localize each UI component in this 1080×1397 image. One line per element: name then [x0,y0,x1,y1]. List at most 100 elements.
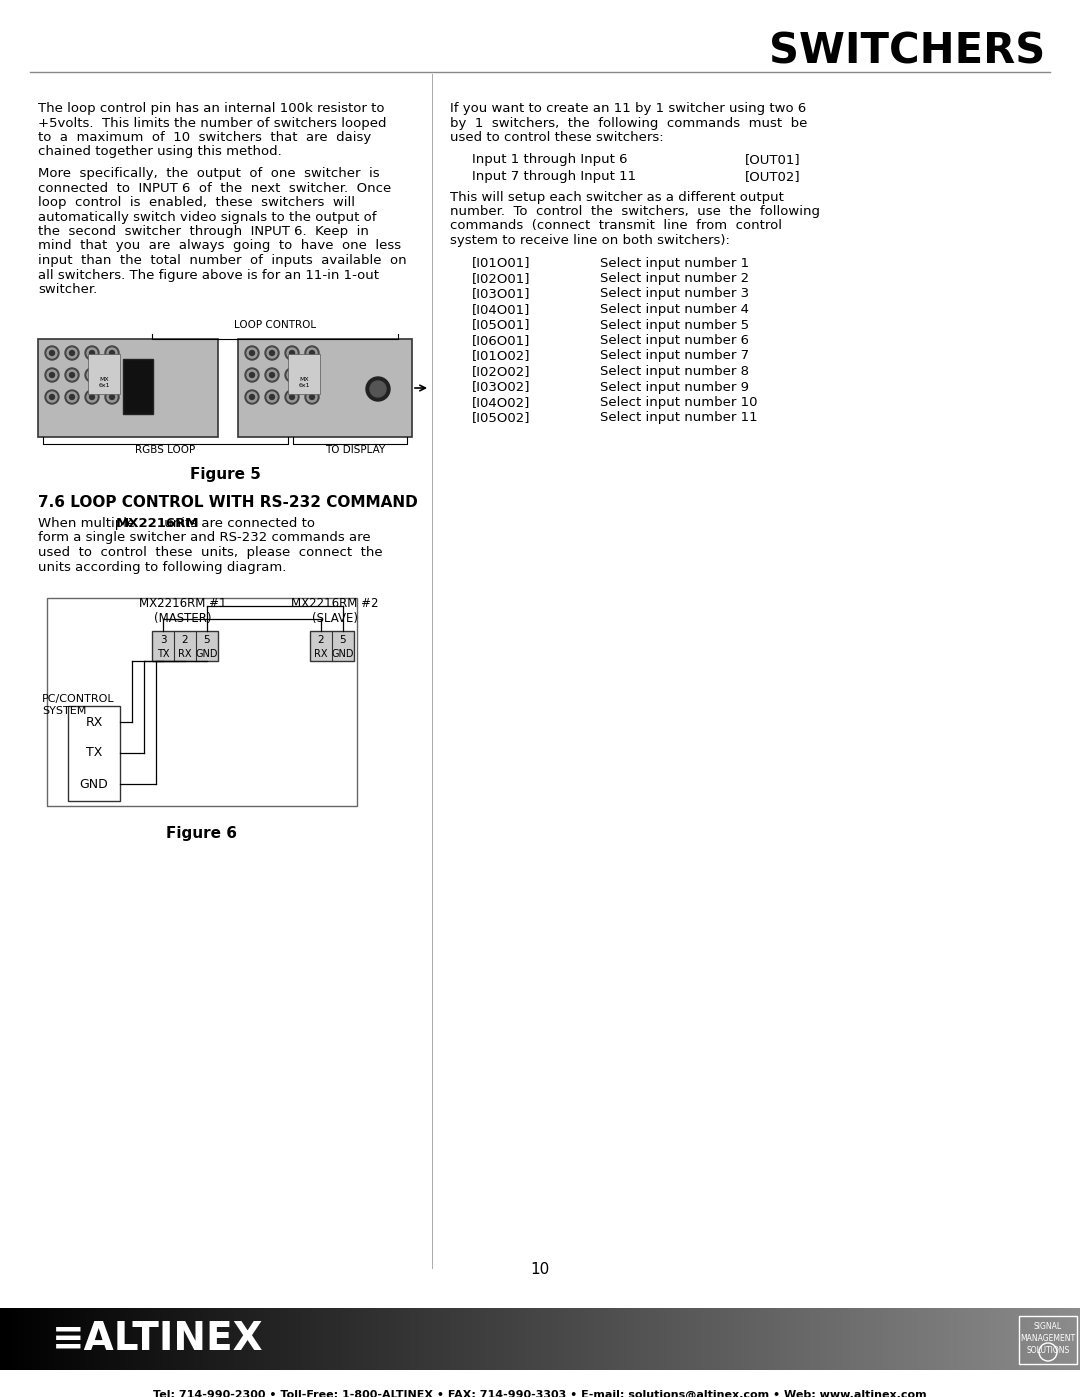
Text: connected  to  INPUT 6  of  the  next  switcher.  Once: connected to INPUT 6 of the next switche… [38,182,391,194]
Bar [133,1308,138,1370]
Text: [OUT01]: [OUT01] [745,154,800,166]
Circle shape [289,394,295,400]
Bar [896,1308,901,1370]
Bar [123,359,153,414]
Text: Tel: 714-990-2300 • Toll-Free: 1-800-ALTINEX • FAX: 714-990-3303 • E-mail: solut: Tel: 714-990-2300 • Toll-Free: 1-800-ALT… [153,1390,927,1397]
Bar [25,1308,30,1370]
Bar [475,1308,480,1370]
Bar [1029,1308,1035,1370]
Bar [548,1308,552,1370]
Circle shape [270,394,274,400]
Bar [432,1308,436,1370]
Text: 3: 3 [160,636,166,645]
Circle shape [267,348,276,358]
Bar [241,1308,246,1370]
Circle shape [85,367,99,381]
Circle shape [85,390,99,404]
Bar [346,1308,350,1370]
Bar [83,1308,87,1370]
Bar [537,1308,541,1370]
Bar [742,1308,746,1370]
Text: MX2216RM #2
(SLAVE): MX2216RM #2 (SLAVE) [292,597,379,624]
Bar [494,1308,498,1370]
Bar [551,1308,555,1370]
Bar [702,1308,706,1370]
Bar [288,353,320,394]
Bar [137,1308,141,1370]
Bar [90,1308,95,1370]
Bar [828,1308,833,1370]
Text: number.  To  control  the  switchers,  use  the  following: number. To control the switchers, use th… [450,205,820,218]
Bar [558,1308,563,1370]
Bar [1015,1308,1020,1370]
Bar [234,1308,239,1370]
Circle shape [305,367,319,381]
Bar [126,1308,131,1370]
Bar [224,1308,228,1370]
Bar [832,1308,836,1370]
Circle shape [109,351,114,355]
Text: loop  control  is  enabled,  these  switchers  will: loop control is enabled, these switchers… [38,196,355,210]
Circle shape [307,348,318,358]
Bar [324,1308,328,1370]
Bar [108,1308,112,1370]
Circle shape [307,393,318,402]
Bar [262,1308,268,1370]
Circle shape [305,346,319,360]
Text: to  a  maximum  of  10  switchers  that  are  daisy: to a maximum of 10 switchers that are da… [38,131,372,144]
Bar [187,1308,192,1370]
Circle shape [48,393,57,402]
Bar [813,1308,819,1370]
Text: the  second  switcher  through  INPUT 6.  Keep  in: the second switcher through INPUT 6. Kee… [38,225,369,237]
Bar [38,339,218,437]
Bar [450,1308,455,1370]
Text: [I03O01]: [I03O01] [472,288,530,300]
Bar [248,1308,253,1370]
Circle shape [289,351,295,355]
Bar [554,1308,559,1370]
Circle shape [85,346,99,360]
Text: commands  (connect  transmit  line  from  control: commands (connect transmit line from con… [450,219,782,232]
Bar [839,1308,843,1370]
Bar [645,1308,649,1370]
Bar [22,1308,26,1370]
Bar [630,1308,635,1370]
Bar [267,1308,271,1370]
Text: mind  that  you  are  always  going  to  have  one  less: mind that you are always going to have o… [38,239,401,253]
Circle shape [370,381,386,397]
Text: 5: 5 [204,636,211,645]
Bar [457,1308,462,1370]
Bar [515,1308,519,1370]
Text: MX
6x1: MX 6x1 [298,377,310,388]
Bar [583,1308,588,1370]
Bar [310,631,354,661]
Bar [208,1308,214,1370]
Bar [202,1308,206,1370]
Bar [292,1308,296,1370]
Circle shape [310,373,314,377]
Bar [980,1308,984,1370]
Bar [734,1308,739,1370]
Circle shape [310,351,314,355]
Bar [656,1308,660,1370]
Bar [608,1308,613,1370]
Bar [342,1308,347,1370]
Text: 5: 5 [340,636,347,645]
Text: Figure 6: Figure 6 [166,826,238,841]
Text: TX: TX [157,650,170,659]
Bar [796,1308,800,1370]
Text: [I01O02]: [I01O02] [472,349,530,362]
Bar [332,1308,336,1370]
Bar [400,1308,404,1370]
Bar [154,1308,160,1370]
Bar [943,1308,948,1370]
Bar [219,1308,225,1370]
Bar [270,1308,274,1370]
Text: More  specifically,  the  output  of  one  switcher  is: More specifically, the output of one swi… [38,168,380,180]
Bar [853,1308,858,1370]
Circle shape [287,393,297,402]
Bar [483,1308,487,1370]
Bar [299,1308,303,1370]
Circle shape [249,351,255,355]
Bar [446,1308,451,1370]
